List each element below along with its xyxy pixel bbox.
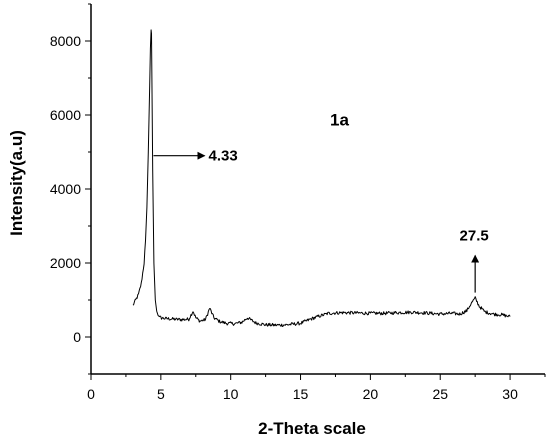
series-line bbox=[132, 29, 511, 327]
y-tick-label: 2000 bbox=[50, 255, 81, 271]
x-axis-ticks: 0 5 10 15 20 25 30 bbox=[87, 374, 546, 402]
y-axis-title: Intensity(a.u) bbox=[7, 130, 26, 236]
x-tick-label: 15 bbox=[293, 386, 309, 402]
annotation-layer: 4.33 27.5 1a bbox=[153, 110, 489, 293]
peak-label: 4.33 bbox=[208, 148, 237, 165]
y-tick-label: 0 bbox=[73, 329, 81, 345]
y-axis-ticks: 0 2000 4000 6000 8000 bbox=[50, 3, 91, 375]
series-layer bbox=[132, 29, 511, 327]
x-tick-label: 30 bbox=[502, 386, 518, 402]
x-tick-label: 20 bbox=[363, 386, 379, 402]
sample-label: 1a bbox=[330, 110, 349, 129]
x-tick-label: 0 bbox=[87, 386, 95, 402]
x-axis-title: 2-Theta scale bbox=[258, 419, 366, 438]
x-tick-label: 10 bbox=[223, 386, 239, 402]
x-tick-label: 5 bbox=[157, 386, 165, 402]
y-tick-label: 8000 bbox=[50, 33, 81, 49]
plot-frame bbox=[90, 4, 545, 375]
y-tick-label: 4000 bbox=[50, 181, 81, 197]
y-tick-label: 6000 bbox=[50, 107, 81, 123]
x-tick-label: 25 bbox=[432, 386, 448, 402]
peak-label: 27.5 bbox=[460, 228, 489, 245]
